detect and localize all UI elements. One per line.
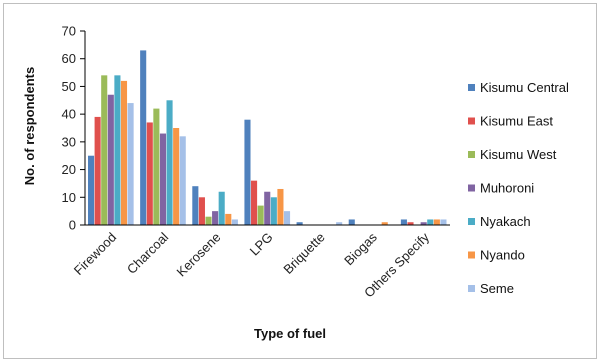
legend-label: Muhoroni [480,181,534,196]
bar [400,219,407,225]
y-tick-label: 40 [62,107,76,122]
legend-label: Kisumu East [480,114,553,129]
legend-label: Nyakach [480,214,531,229]
bar [283,211,291,225]
bar [270,197,277,225]
y-tick-label: 30 [62,134,76,149]
bar [88,155,95,225]
x-tick-label: Firewood [71,230,119,278]
bar [179,136,186,225]
x-tick-label: Kerosene [174,230,224,280]
bar [114,75,121,225]
bar [173,128,180,225]
bar [231,219,238,225]
y-tick-label: 60 [62,51,76,66]
x-tick-label: Briquette [280,230,327,277]
y-axis-title: No. of respondents [22,67,37,185]
bar [205,216,212,225]
bar [296,222,303,225]
bar [94,116,101,225]
y-tick-label: 50 [62,79,76,94]
legend-label: Nyando [480,248,525,263]
y-axis-ticks: 0 10 20 30 40 50 60 70 [62,24,85,233]
y-tick-label: 20 [62,162,76,177]
legend: Kisumu Central Kisumu East Kisumu West Muho… [468,80,569,296]
bar [277,188,284,225]
y-tick-label: 70 [62,24,76,39]
bar [336,222,343,225]
bar-series [88,50,447,226]
bar [257,205,264,225]
legend-swatch [468,84,475,91]
bar [251,180,258,225]
bar [225,213,232,225]
legend-label: Kisumu West [480,147,557,162]
legend-label: Seme [480,281,514,296]
x-tick-label: Biogas [341,229,380,268]
legend-swatch [468,218,475,225]
bar [198,197,205,225]
x-tick-label: LPG [247,230,276,259]
x-tick-label: Charcoal [124,229,171,276]
bar [101,75,108,225]
legend-swatch [468,151,475,158]
y-tick-label: 10 [62,190,76,205]
x-axis-tick-labels: Firewood Charcoal Kerosene LPG Briquette Biog… [71,229,433,300]
legend-swatch [468,184,475,192]
bar [427,219,434,225]
y-tick-label: 0 [69,218,76,233]
bar [264,191,271,225]
bar [192,186,199,225]
bar [212,211,219,225]
bar [107,94,114,226]
bar [127,103,134,225]
bar [420,222,427,225]
bar [140,50,147,226]
bar [440,219,447,225]
bar [159,133,167,225]
legend-label: Kisumu Central [480,80,569,95]
legend-swatch [468,117,475,125]
bar [146,122,153,225]
bar [153,108,160,225]
legend-swatch [468,251,475,259]
bar [120,80,128,225]
bar [381,222,388,225]
bar [218,191,225,225]
bar [166,100,173,225]
bar [244,119,251,225]
bar [407,222,414,225]
x-axis-title: Type of fuel [254,326,326,341]
bar [348,219,355,225]
bar [433,219,440,225]
legend-swatch [468,285,475,292]
